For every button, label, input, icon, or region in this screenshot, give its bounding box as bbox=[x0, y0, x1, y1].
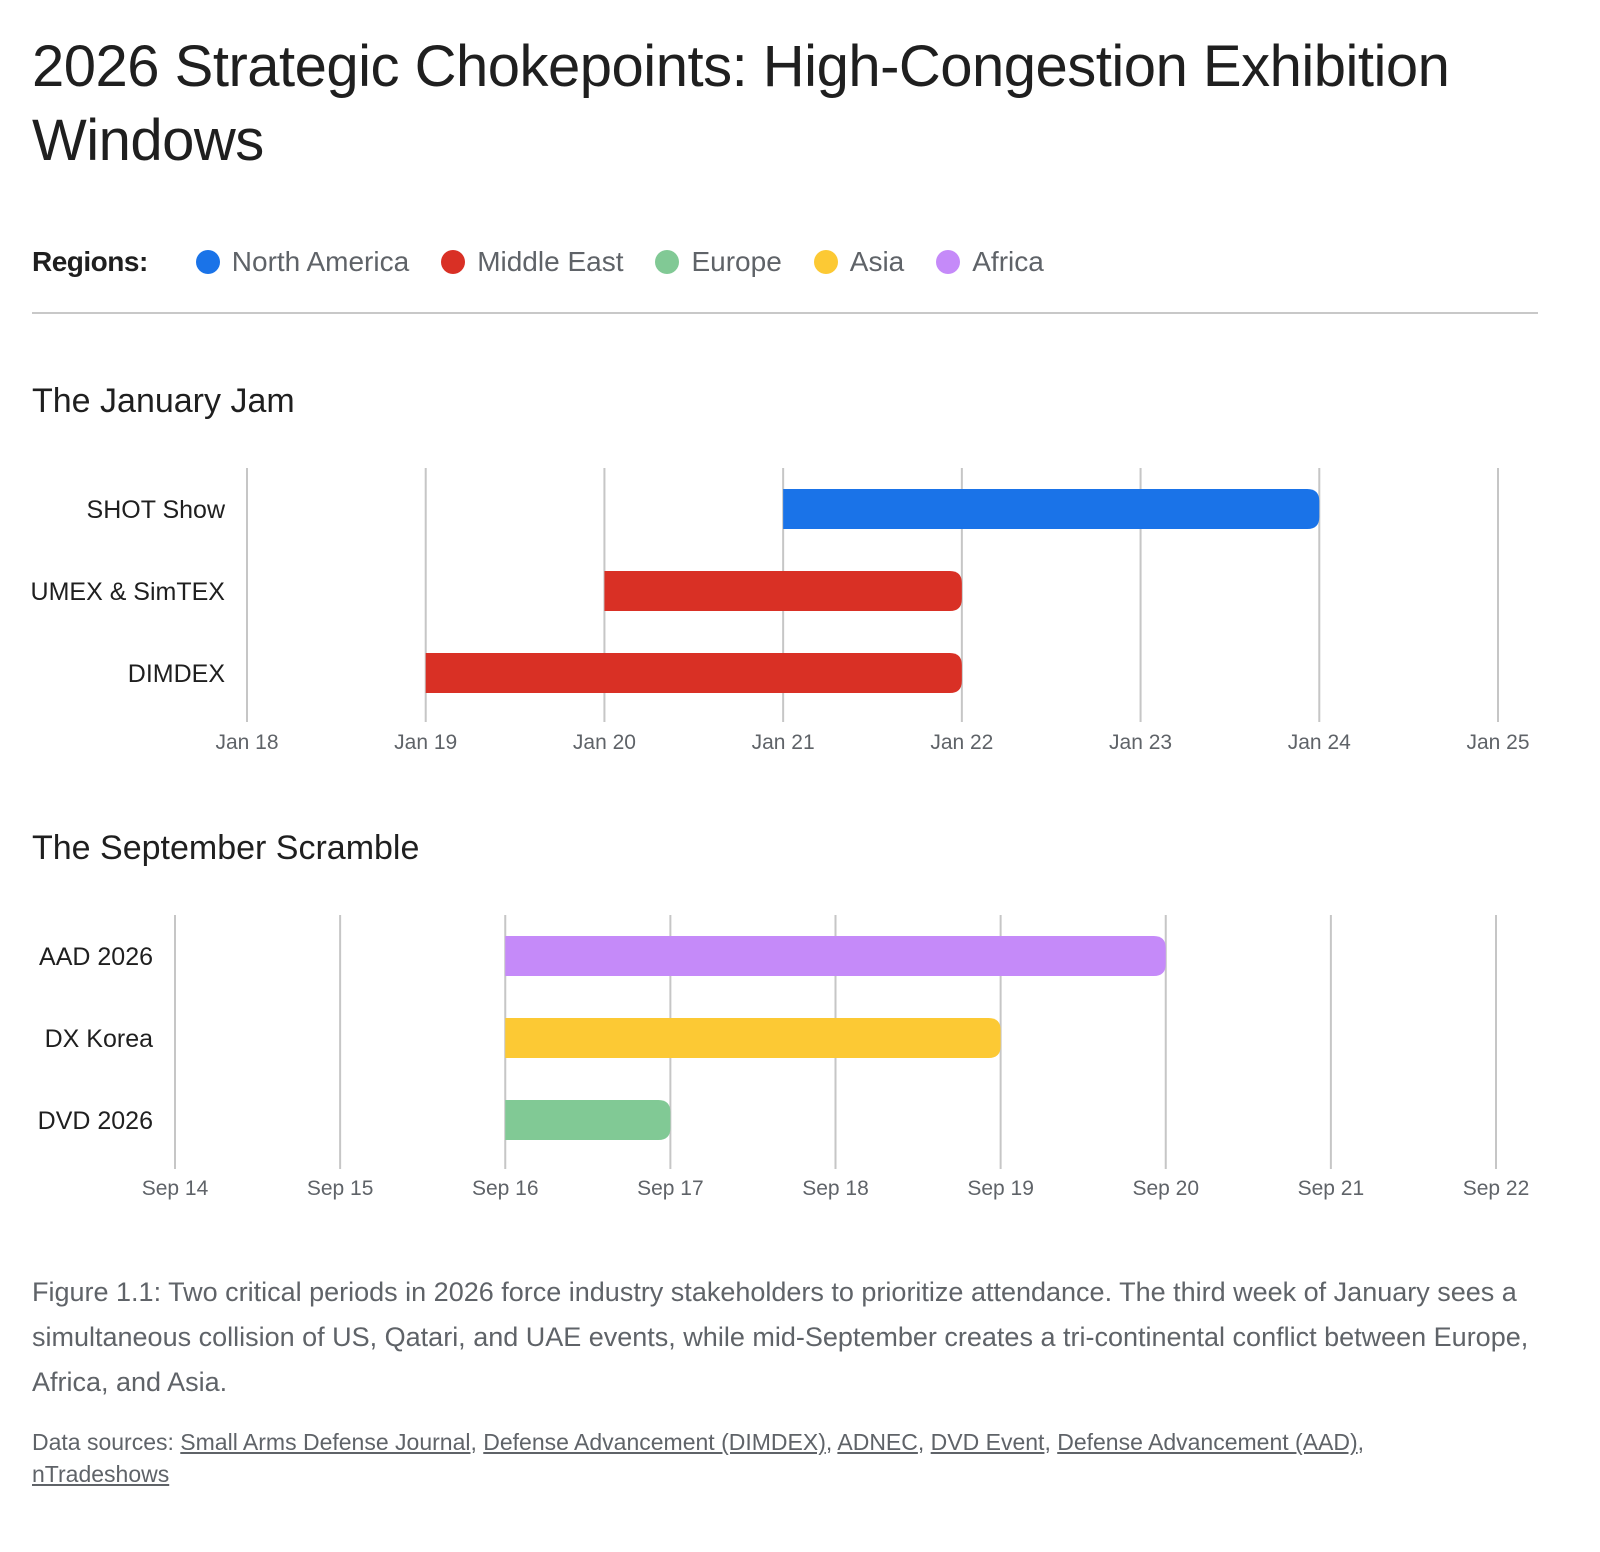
source-link[interactable]: Small Arms Defense Journal bbox=[180, 1429, 471, 1455]
legend-item-label: Middle East bbox=[477, 246, 624, 277]
legend-dot-icon bbox=[936, 250, 961, 274]
event-bar bbox=[783, 489, 1320, 529]
x-tick-label: Jan 19 bbox=[394, 731, 457, 754]
x-tick-label: Sep 14 bbox=[142, 1177, 209, 1200]
x-tick-label: Jan 22 bbox=[930, 731, 993, 754]
event-bar bbox=[604, 571, 962, 611]
january-chart-title: The January Jam bbox=[32, 382, 295, 420]
data-sources: Data sources: Small Arms Defense Journal… bbox=[32, 1429, 1365, 1487]
event-label: DX Korea bbox=[45, 1025, 153, 1053]
source-link[interactable]: nTradeshows bbox=[32, 1461, 170, 1487]
legend-item-label: Africa bbox=[972, 246, 1044, 277]
x-tick-label: Jan 18 bbox=[215, 731, 278, 754]
legend-item-label: North America bbox=[231, 246, 410, 277]
legend-item-label: Asia bbox=[849, 246, 905, 277]
x-tick-label: Sep 22 bbox=[1463, 1177, 1530, 1200]
event-label: AAD 2026 bbox=[39, 943, 153, 971]
x-tick-label: Sep 15 bbox=[307, 1177, 374, 1200]
x-tick-label: Sep 18 bbox=[802, 1177, 869, 1200]
legend-dot-icon bbox=[195, 250, 220, 274]
legend-dot-icon bbox=[813, 250, 838, 274]
source-link[interactable]: DVD Event bbox=[930, 1429, 1045, 1455]
event-label: DVD 2026 bbox=[38, 1107, 153, 1135]
legend-item-north-america: North America bbox=[195, 246, 410, 278]
page-title: 2026 Strategic Chokepoints: High-Congest… bbox=[32, 34, 1450, 173]
x-tick-label: Sep 21 bbox=[1298, 1177, 1365, 1200]
legend-dot-icon bbox=[441, 250, 466, 274]
legend-item-label: Europe bbox=[691, 246, 782, 277]
event-bar bbox=[505, 1100, 671, 1140]
legend-label: Regions: bbox=[32, 246, 148, 277]
legend-dot-icon bbox=[655, 250, 680, 274]
january-gantt-chart: Jan 18 Jan 19 Jan 20 Jan 21 Jan 22 Jan 23 Jan … bbox=[31, 468, 1530, 754]
x-tick-label: Sep 20 bbox=[1132, 1177, 1199, 1200]
x-tick-label: Jan 21 bbox=[752, 731, 815, 754]
event-bar bbox=[505, 1018, 1001, 1058]
region-legend: Regions: North America Middle East Europ… bbox=[32, 242, 1076, 282]
x-tick-label: Jan 20 bbox=[573, 731, 636, 754]
event-label: SHOT Show bbox=[87, 496, 226, 524]
x-tick-label: Sep 16 bbox=[472, 1177, 539, 1200]
source-link[interactable]: Defense Advancement (AAD) bbox=[1057, 1429, 1358, 1455]
source-link[interactable]: Defense Advancement (DIMDEX) bbox=[483, 1429, 826, 1455]
x-tick-label: Sep 17 bbox=[637, 1177, 704, 1200]
event-label: DIMDEX bbox=[128, 660, 226, 688]
legend-item-asia: Asia bbox=[813, 246, 905, 278]
september-chart-title: The September Scramble bbox=[32, 829, 420, 867]
x-tick-label: Jan 23 bbox=[1109, 731, 1172, 754]
source-link[interactable]: ADNEC bbox=[837, 1429, 918, 1455]
sources-label: Data sources: bbox=[32, 1429, 174, 1455]
event-label: UMEX & SimTEX bbox=[31, 578, 226, 606]
event-bar bbox=[505, 936, 1166, 976]
september-gantt-chart: Sep 14 Sep 15 Sep 16 Sep 17 Sep 18 Sep 19 Sep … bbox=[38, 915, 1530, 1200]
legend-item-africa: Africa bbox=[936, 246, 1044, 278]
divider bbox=[32, 312, 1538, 314]
x-tick-label: Jan 24 bbox=[1288, 731, 1351, 754]
figure-caption: Figure 1.1: Two critical periods in 2026… bbox=[32, 1277, 1529, 1397]
x-tick-label: Jan 25 bbox=[1466, 731, 1529, 754]
legend-item-middle-east: Middle East bbox=[441, 246, 623, 278]
event-bar bbox=[425, 653, 962, 693]
x-tick-label: Sep 19 bbox=[967, 1177, 1034, 1200]
legend-item-europe: Europe bbox=[655, 246, 782, 278]
